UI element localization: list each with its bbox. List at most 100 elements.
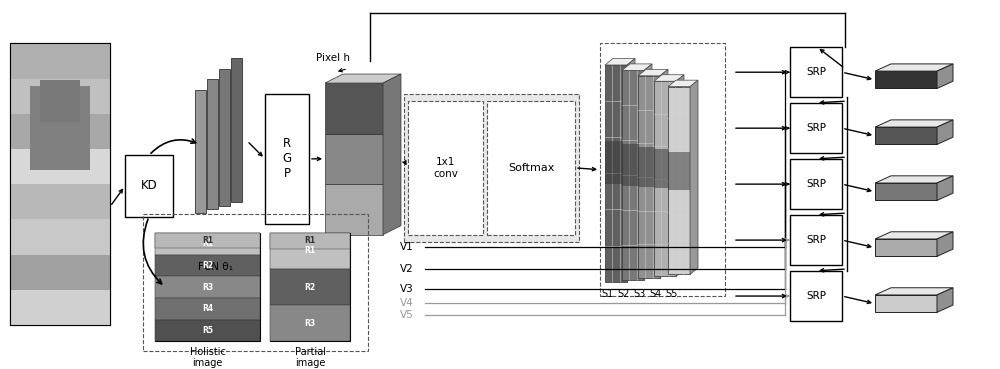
Bar: [605, 65, 627, 282]
Polygon shape: [690, 80, 698, 275]
Bar: [325, 184, 383, 235]
Bar: [605, 141, 627, 184]
Bar: [325, 83, 383, 134]
Polygon shape: [875, 120, 953, 127]
Polygon shape: [875, 295, 937, 312]
Bar: [790, 159, 842, 209]
Bar: [155, 276, 260, 298]
Bar: [790, 215, 842, 265]
Text: R3: R3: [304, 319, 316, 328]
Bar: [638, 146, 660, 187]
Text: KD: KD: [141, 179, 157, 193]
Bar: [270, 233, 350, 249]
Polygon shape: [875, 127, 937, 144]
Bar: [790, 47, 842, 97]
Text: V3: V3: [400, 284, 414, 294]
Bar: [143, 214, 368, 351]
Bar: [600, 43, 725, 296]
Bar: [125, 155, 173, 217]
Bar: [270, 233, 350, 341]
Bar: [195, 90, 206, 213]
Text: V4: V4: [400, 297, 414, 307]
Polygon shape: [644, 64, 652, 280]
Text: S3: S3: [634, 289, 646, 299]
Bar: [790, 103, 842, 154]
Polygon shape: [383, 74, 401, 235]
Bar: [638, 76, 660, 278]
Bar: [10, 219, 110, 255]
Bar: [10, 43, 110, 325]
Polygon shape: [875, 176, 953, 183]
Polygon shape: [660, 69, 668, 278]
Text: V2: V2: [400, 264, 414, 274]
Polygon shape: [875, 239, 937, 256]
Polygon shape: [622, 64, 652, 70]
Polygon shape: [668, 80, 698, 87]
Text: S1: S1: [602, 289, 614, 299]
Bar: [654, 149, 676, 189]
Text: S4: S4: [650, 289, 662, 299]
Bar: [30, 86, 90, 170]
Bar: [487, 101, 575, 235]
Bar: [40, 80, 80, 122]
Text: R1: R1: [304, 246, 316, 255]
Text: Softmax: Softmax: [508, 163, 554, 173]
Bar: [231, 58, 242, 202]
Polygon shape: [937, 120, 953, 144]
Polygon shape: [937, 288, 953, 312]
Bar: [10, 43, 110, 79]
Bar: [408, 101, 483, 235]
Text: SRP: SRP: [806, 123, 826, 133]
Text: Partial
image: Partial image: [294, 346, 326, 368]
Text: R1: R1: [304, 237, 316, 245]
Bar: [10, 290, 110, 325]
Bar: [10, 184, 110, 219]
Polygon shape: [638, 69, 668, 76]
Text: R3: R3: [202, 283, 213, 292]
Text: V1: V1: [400, 242, 414, 252]
Text: R5: R5: [202, 326, 213, 335]
Text: S2: S2: [618, 289, 630, 299]
Bar: [10, 255, 110, 290]
Text: R4: R4: [202, 304, 213, 313]
Bar: [10, 43, 110, 325]
Bar: [10, 114, 110, 149]
Bar: [654, 81, 676, 276]
Text: R1: R1: [202, 236, 213, 245]
Polygon shape: [627, 59, 635, 282]
Text: 1x1
conv: 1x1 conv: [433, 157, 458, 179]
Bar: [155, 233, 260, 248]
Text: R2: R2: [202, 261, 213, 270]
Bar: [270, 269, 350, 305]
Bar: [155, 233, 260, 341]
Text: S5: S5: [666, 289, 678, 299]
Polygon shape: [875, 71, 937, 89]
Bar: [155, 233, 260, 255]
Polygon shape: [875, 64, 953, 71]
Polygon shape: [605, 59, 635, 65]
Text: SRP: SRP: [806, 291, 826, 301]
Bar: [155, 320, 260, 341]
Text: SRP: SRP: [806, 67, 826, 77]
Bar: [219, 69, 230, 206]
Text: Pixel h: Pixel h: [316, 53, 350, 63]
Text: V5: V5: [400, 310, 414, 320]
Polygon shape: [654, 75, 684, 81]
Bar: [265, 94, 309, 224]
Polygon shape: [937, 64, 953, 89]
Bar: [325, 134, 383, 184]
Text: R1: R1: [202, 239, 213, 248]
Text: R2: R2: [304, 283, 316, 292]
Polygon shape: [937, 232, 953, 256]
Bar: [668, 152, 690, 190]
Text: FCN θ₁: FCN θ₁: [198, 262, 232, 272]
Bar: [155, 255, 260, 276]
Text: SRP: SRP: [806, 179, 826, 189]
Polygon shape: [676, 75, 684, 276]
Text: Holistic
image: Holistic image: [190, 346, 225, 368]
Polygon shape: [875, 288, 953, 295]
Bar: [622, 70, 644, 280]
Polygon shape: [937, 176, 953, 200]
Bar: [790, 271, 842, 321]
Text: R
G
P: R G P: [282, 137, 292, 180]
